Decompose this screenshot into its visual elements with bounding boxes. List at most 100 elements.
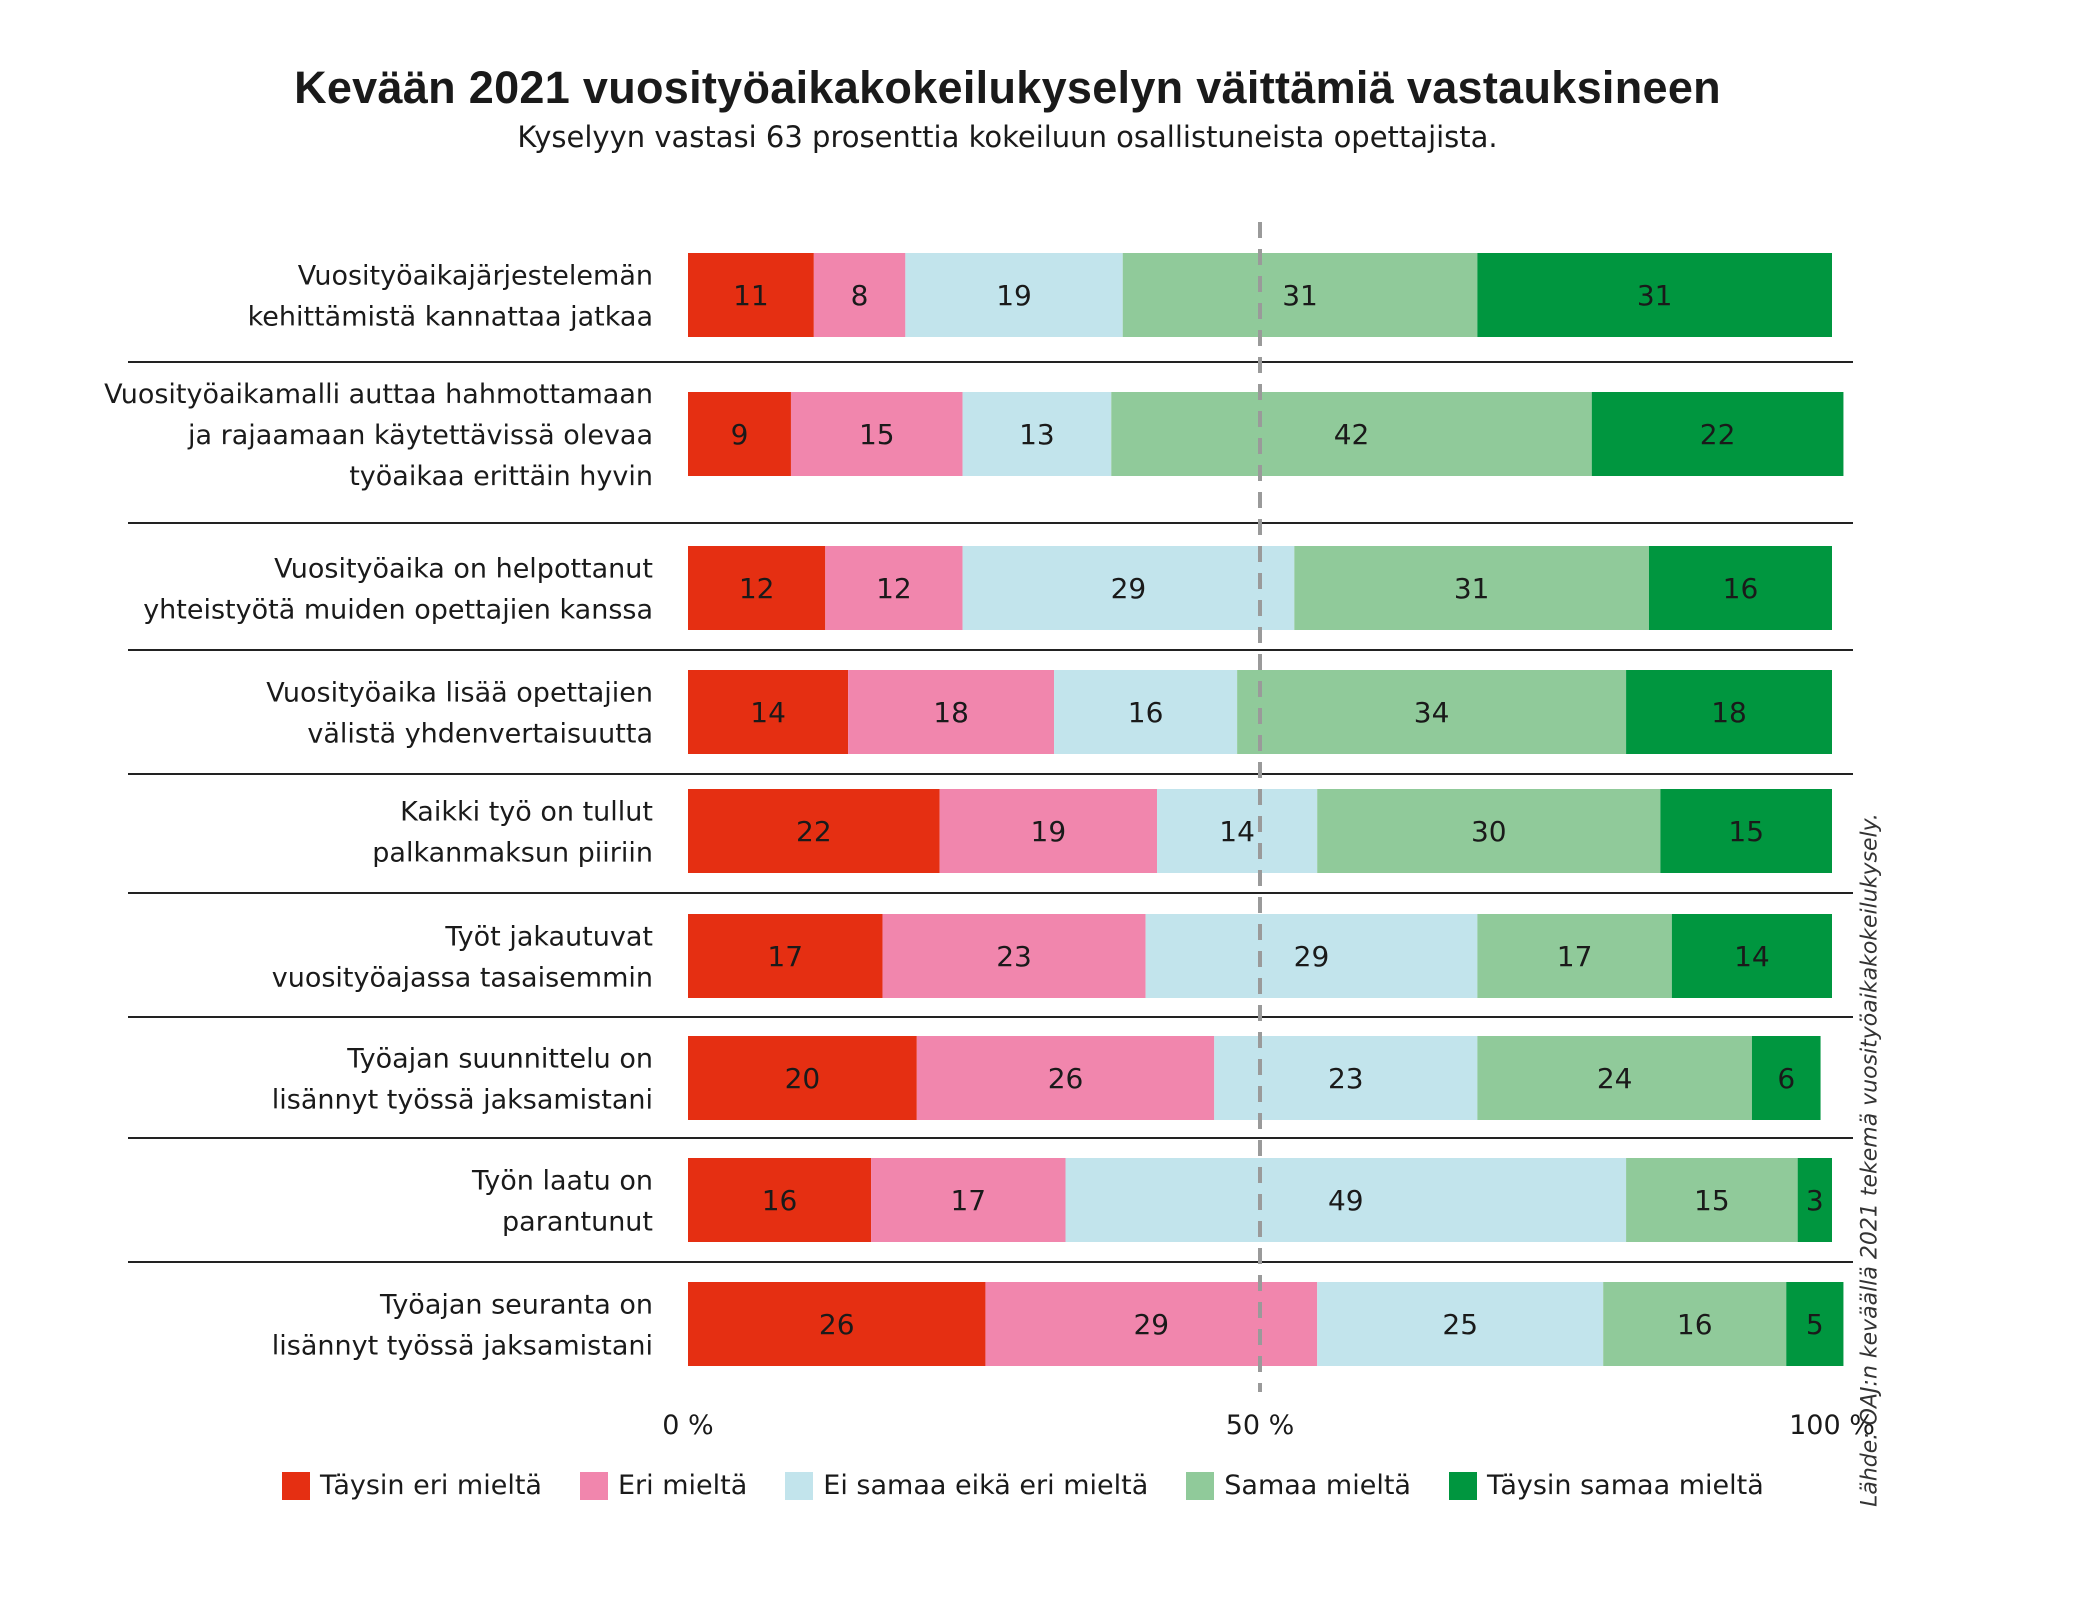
bar-row: 16 17 49 15 3 bbox=[688, 1158, 1832, 1242]
bar-segment bbox=[1671, 914, 1832, 998]
category-label: Vuosityöaika on helpottanut bbox=[274, 554, 653, 585]
data-label: 42 bbox=[1334, 418, 1370, 451]
row-separators bbox=[128, 361, 1853, 1263]
data-label: 16 bbox=[1677, 1308, 1713, 1341]
bar-segment bbox=[905, 253, 1123, 337]
data-label: 31 bbox=[1454, 572, 1490, 605]
legend-item: Täysin eri mieltä bbox=[282, 1470, 542, 1501]
data-label: 14 bbox=[750, 696, 786, 729]
data-label: 17 bbox=[950, 1184, 986, 1217]
x-tick-label: 0 % bbox=[662, 1410, 713, 1441]
data-label: 6 bbox=[1777, 1062, 1795, 1095]
bar-segment bbox=[1237, 670, 1627, 754]
legend-label: Täysin eri mieltä bbox=[320, 1470, 542, 1501]
bar-segment bbox=[688, 1282, 986, 1366]
bar-segment bbox=[882, 914, 1146, 998]
data-label: 25 bbox=[1442, 1308, 1478, 1341]
bar-segment bbox=[688, 1036, 917, 1120]
data-label: 29 bbox=[1133, 1308, 1169, 1341]
category-label: Työajan suunnittelu on bbox=[346, 1044, 653, 1075]
data-label: 9 bbox=[731, 418, 749, 451]
legend-swatch bbox=[785, 1471, 814, 1500]
bar-row: 22 19 14 30 15 bbox=[688, 789, 1832, 873]
data-label: 16 bbox=[762, 1184, 798, 1217]
category-label: Kaikki työ on tullut bbox=[400, 797, 653, 828]
category-label: välistä yhdenvertaisuutta bbox=[307, 719, 653, 750]
bar-segment bbox=[1751, 1036, 1821, 1120]
bar-row: 14 18 16 34 18 bbox=[688, 670, 1832, 754]
category-label: kehittämistä kannattaa jatkaa bbox=[248, 302, 653, 333]
category-label: Työn laatu on bbox=[471, 1166, 653, 1197]
bar-segment bbox=[790, 392, 963, 476]
data-label: 16 bbox=[1128, 696, 1164, 729]
bar-segment bbox=[1157, 789, 1318, 873]
category-label: lisännyt työssä jaksamistani bbox=[272, 1085, 653, 1116]
bar-segment bbox=[688, 546, 826, 630]
legend-label: Eri mieltä bbox=[617, 1470, 748, 1501]
data-label: 24 bbox=[1597, 1062, 1633, 1095]
data-label: 14 bbox=[1219, 815, 1255, 848]
bar-segment bbox=[1591, 392, 1844, 476]
bar-segment bbox=[962, 392, 1112, 476]
data-label: 15 bbox=[1728, 815, 1764, 848]
bar-segment bbox=[962, 546, 1295, 630]
bar-segment bbox=[1797, 1158, 1832, 1242]
category-label: Työt jakautuvat bbox=[444, 922, 653, 953]
legend-item: Eri mieltä bbox=[579, 1470, 748, 1501]
data-label: 3 bbox=[1806, 1184, 1824, 1217]
legend-swatch bbox=[579, 1471, 608, 1500]
bar-segment bbox=[1648, 546, 1832, 630]
bar-segment bbox=[848, 670, 1055, 754]
legend-swatch bbox=[282, 1471, 310, 1500]
data-label: 31 bbox=[1282, 279, 1318, 312]
category-label: yhteistyötä muiden opettajien kanssa bbox=[143, 595, 653, 626]
bar-segment bbox=[688, 392, 791, 476]
x-axis-ticks: 0 % 50 % 100 % bbox=[662, 1410, 1875, 1441]
bar-row: 11 8 19 31 31 bbox=[688, 253, 1832, 337]
data-label: 26 bbox=[1048, 1062, 1084, 1095]
legend-label: Ei samaa eikä eri mieltä bbox=[823, 1470, 1149, 1501]
x-tick-label: 50 % bbox=[1226, 1410, 1295, 1441]
category-label: Työajan seuranta on bbox=[379, 1290, 653, 1321]
bar-segment bbox=[688, 670, 849, 754]
category-label: työaikaa erittäin hyvin bbox=[349, 461, 653, 492]
data-label: 15 bbox=[1694, 1184, 1730, 1217]
bar-segment bbox=[1626, 670, 1832, 754]
legend-item: Täysin samaa mieltä bbox=[1448, 1470, 1764, 1501]
category-label: ja rajaamaan käytettävissä olevaa bbox=[187, 420, 653, 451]
data-label: 14 bbox=[1734, 940, 1770, 973]
data-label: 22 bbox=[1700, 418, 1736, 451]
bar-segment bbox=[985, 1282, 1318, 1366]
x-tick-label: 100 % bbox=[1789, 1410, 1875, 1441]
data-label: 30 bbox=[1471, 815, 1507, 848]
data-label: 12 bbox=[876, 572, 912, 605]
bar-segment bbox=[688, 914, 883, 998]
bar-segment bbox=[1054, 670, 1238, 754]
bar-segment bbox=[688, 253, 814, 337]
legend-swatch bbox=[1448, 1471, 1477, 1500]
bar-row: 26 29 25 16 5 bbox=[688, 1282, 1844, 1366]
data-label: 26 bbox=[819, 1308, 855, 1341]
bar-segment bbox=[1065, 1158, 1627, 1242]
data-label: 23 bbox=[1328, 1062, 1364, 1095]
bar-segment bbox=[825, 546, 963, 630]
bar-segment bbox=[1786, 1282, 1844, 1366]
data-label: 29 bbox=[1111, 572, 1147, 605]
bar-segment bbox=[1294, 546, 1649, 630]
bar-segment bbox=[688, 1158, 872, 1242]
bar-row: 20 26 23 24 6 bbox=[688, 1036, 1821, 1120]
category-label: Vuosityöaikajärjestelemän bbox=[298, 261, 653, 292]
legend-label: Samaa mieltä bbox=[1224, 1470, 1411, 1501]
data-label: 15 bbox=[859, 418, 895, 451]
legend-label: Täysin samaa mieltä bbox=[1486, 1470, 1764, 1501]
data-label: 49 bbox=[1328, 1184, 1364, 1217]
data-label: 13 bbox=[1019, 418, 1055, 451]
legend-item: Samaa mieltä bbox=[1186, 1470, 1411, 1501]
bar-segment bbox=[1317, 789, 1661, 873]
source-text: Lähde: OAJ:n keväällä 2021 tekemä vuosit… bbox=[1857, 813, 1883, 1507]
data-label: 16 bbox=[1723, 572, 1759, 605]
data-label: 20 bbox=[785, 1062, 821, 1095]
bar-segment bbox=[1111, 392, 1592, 476]
chart-subtitle: Kyselyyn vastasi 63 prosenttia kokeiluun… bbox=[517, 120, 1498, 154]
